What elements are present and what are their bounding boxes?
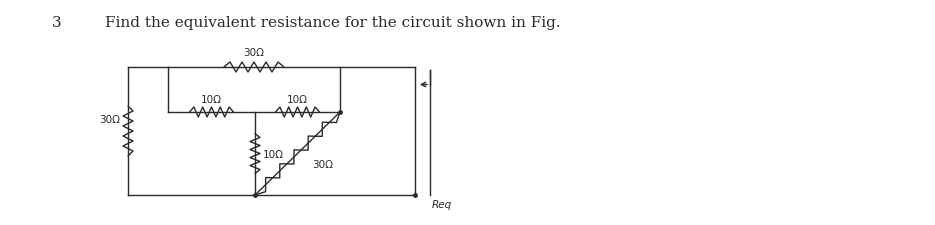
Text: 3: 3 <box>52 16 62 30</box>
Text: 10Ω: 10Ω <box>287 94 308 105</box>
Text: 30Ω: 30Ω <box>243 48 265 58</box>
Text: 10Ω: 10Ω <box>201 94 222 105</box>
Text: 30Ω: 30Ω <box>312 159 334 169</box>
Text: 10Ω: 10Ω <box>263 149 284 159</box>
Text: Req: Req <box>432 199 453 209</box>
Text: Find the equivalent resistance for the circuit shown in Fig.: Find the equivalent resistance for the c… <box>105 16 561 30</box>
Text: 30Ω: 30Ω <box>99 115 120 124</box>
